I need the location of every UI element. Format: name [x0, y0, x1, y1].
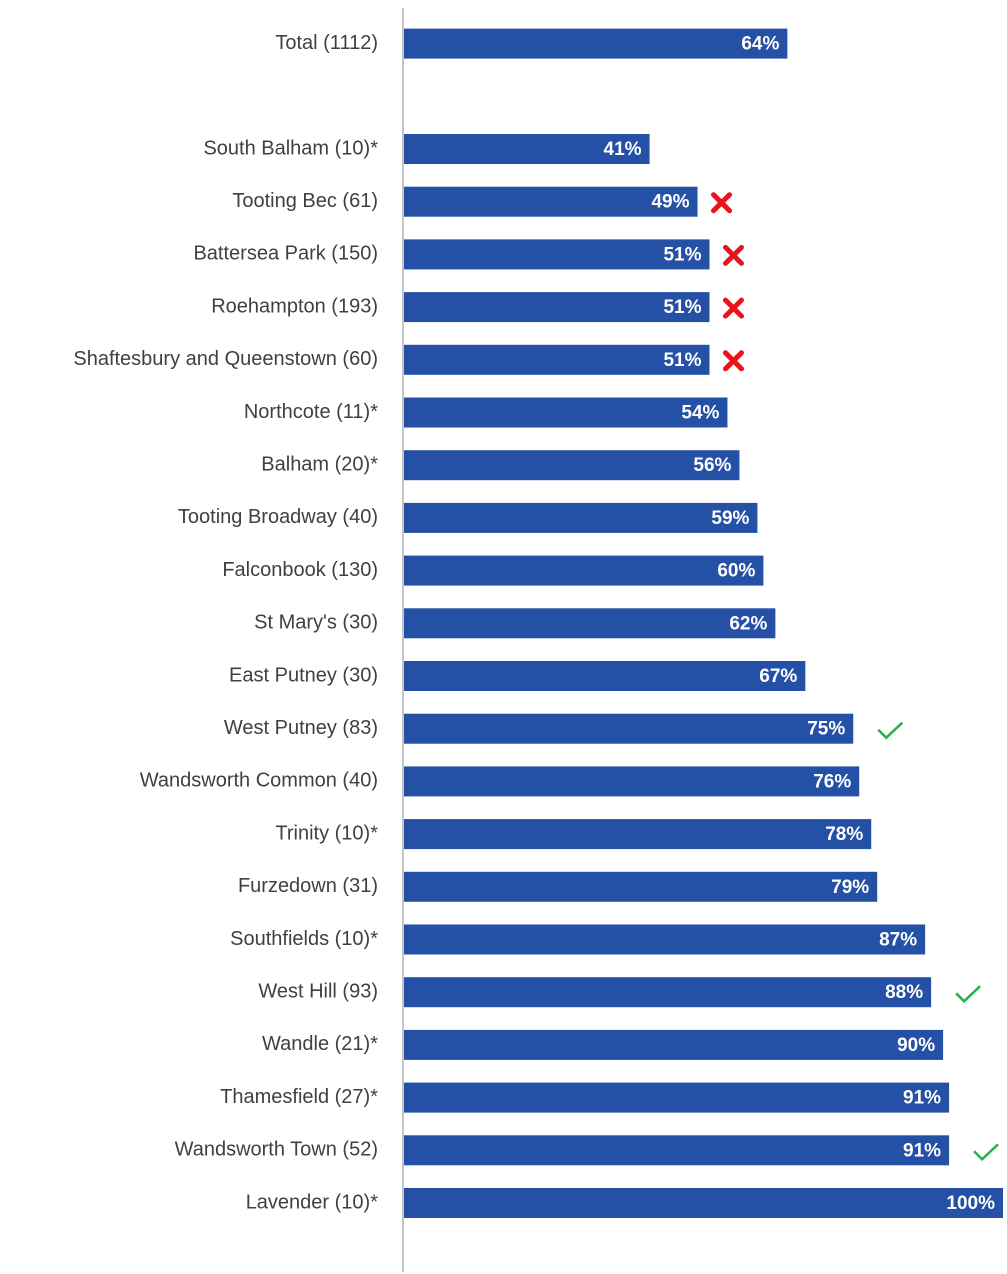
y-tick-label: Roehampton (193) [211, 295, 378, 317]
data-label: 78% [825, 824, 863, 845]
data-label: 49% [651, 192, 689, 213]
cross-stroke [722, 297, 744, 319]
y-tick-label: West Hill (93) [258, 980, 378, 1002]
data-label: 51% [663, 350, 701, 371]
bar [404, 766, 860, 797]
data-label: 54% [681, 403, 719, 424]
y-tick-label: Furzedown (31) [238, 875, 378, 897]
bar [404, 397, 728, 428]
y-tick-label: Falconbook (130) [222, 559, 378, 581]
y-tick-label: Total (1112) [275, 32, 378, 54]
bar [404, 1188, 1003, 1218]
bar [404, 661, 806, 691]
y-tick-label: Wandsworth Common (40) [140, 770, 378, 792]
cross-icon [722, 244, 744, 266]
data-label: 87% [879, 930, 917, 951]
data-label: 67% [759, 666, 797, 687]
data-label: 60% [717, 561, 755, 582]
bar [404, 186, 698, 217]
y-tick-label: Wandsworth Town (52) [175, 1139, 378, 1161]
cross-stroke [722, 244, 744, 266]
data-label: 76% [813, 771, 851, 792]
bar [404, 502, 758, 533]
data-label: 79% [831, 877, 869, 898]
cross-icon [722, 350, 744, 372]
bar [404, 1135, 950, 1166]
data-label: 91% [903, 1088, 941, 1109]
check-icon [955, 985, 981, 1003]
data-label: 51% [663, 244, 701, 265]
cross-stroke [711, 192, 733, 214]
y-tick-label: Shaftesbury and Queenstown (60) [73, 348, 378, 370]
bar [404, 819, 872, 850]
y-tick-label: Trinity (10)* [275, 822, 378, 844]
data-label: 90% [897, 1035, 935, 1056]
y-tick-label: Northcote (11)* [244, 401, 378, 423]
bar [404, 871, 878, 902]
cross-icon [711, 192, 733, 214]
bar [404, 924, 926, 955]
y-tick-label: Tooting Broadway (40) [178, 506, 378, 528]
data-label: 91% [903, 1140, 941, 1161]
cross-icon [722, 297, 744, 319]
data-label: 100% [946, 1193, 995, 1214]
y-tick-label: Wandle (21)* [262, 1033, 378, 1055]
y-tick-label: Lavender (10)* [246, 1191, 379, 1213]
bar [404, 28, 788, 59]
y-tick-label: Tooting Bec (61) [232, 190, 378, 212]
data-label: 62% [729, 613, 767, 634]
bar [404, 344, 710, 375]
y-tick-label: Battersea Park (150) [193, 243, 378, 265]
bar [404, 1082, 950, 1113]
bar [404, 450, 740, 481]
y-tick-label: Balham (20)* [261, 453, 378, 475]
bar [404, 713, 854, 744]
y-tick-label: St Mary's (30) [254, 612, 378, 634]
bar [404, 239, 710, 270]
bar [404, 608, 776, 639]
y-tick-label: Thamesfield (27)* [220, 1086, 378, 1108]
y-tick-label: South Balham (10)* [203, 137, 378, 159]
y-tick-label: East Putney (30) [229, 664, 378, 686]
y-tick-label: West Putney (83) [224, 717, 378, 739]
bar [404, 1029, 944, 1060]
bar [404, 555, 764, 586]
data-label: 75% [807, 719, 845, 740]
data-label: 64% [741, 34, 779, 55]
data-label: 59% [711, 508, 749, 529]
cross-stroke [722, 350, 744, 372]
bar [404, 134, 650, 164]
y-tick-label: Southfields (10)* [230, 928, 378, 950]
bar [404, 977, 932, 1008]
check-icon [877, 721, 904, 740]
check-icon [973, 1143, 999, 1162]
data-label: 88% [885, 982, 923, 1003]
data-label: 56% [693, 455, 731, 476]
data-label: 41% [604, 139, 642, 160]
bar [404, 292, 710, 323]
data-label: 51% [663, 297, 701, 318]
